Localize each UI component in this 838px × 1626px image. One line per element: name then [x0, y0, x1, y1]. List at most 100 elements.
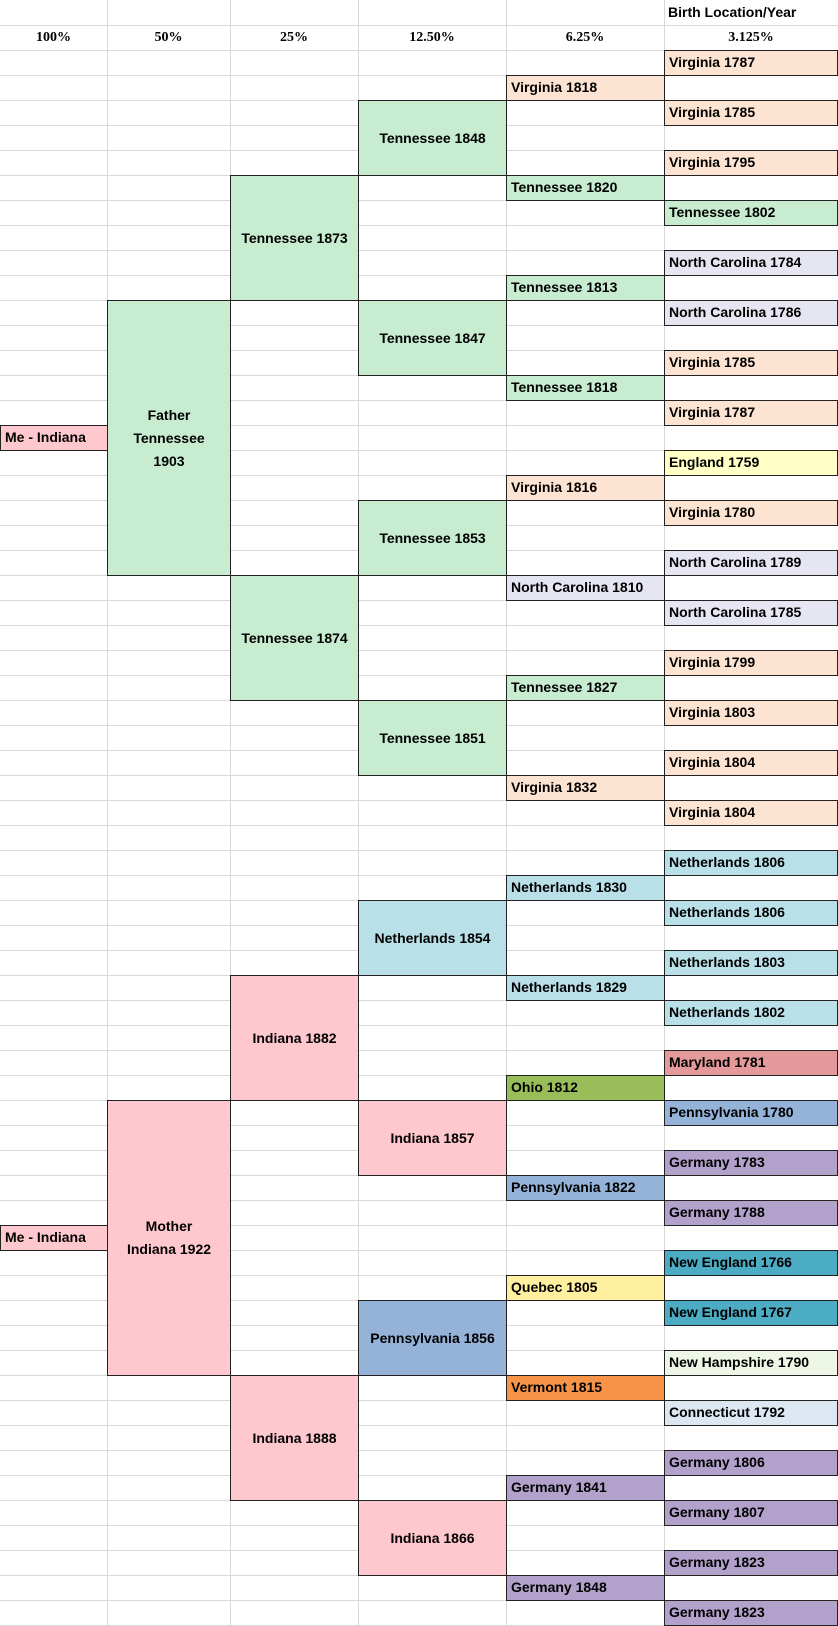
grid-row-line	[0, 1600, 838, 1601]
ancestor-gen6-cell: New England 1766	[664, 1250, 838, 1276]
grid-row-line	[0, 1225, 838, 1226]
grid-row-line	[0, 400, 838, 401]
grid-row-line	[0, 275, 838, 276]
ancestor-gen5-cell: Pennsylvania 1822	[506, 1175, 665, 1201]
grid-row-line	[0, 200, 838, 201]
ancestor-gen6-cell: Virginia 1795	[664, 150, 838, 176]
column-header-3-125: 3.125%	[728, 30, 774, 45]
ancestor-gen6-cell: Germany 1807	[664, 1500, 838, 1526]
ancestor-gen5-cell: Ohio 1812	[506, 1075, 665, 1101]
column-header-12-5: 12.50%	[409, 30, 455, 45]
grid-row-line	[0, 675, 838, 676]
ancestor-gen6-cell: Netherlands 1803	[664, 950, 838, 976]
grid-row-line	[0, 800, 838, 801]
great-grandparent-box: Pennsylvania 1856	[358, 1300, 507, 1376]
grid-row-line	[0, 850, 838, 851]
grandparent-box: Tennessee 1874	[230, 575, 359, 701]
grid-row-line	[0, 425, 838, 426]
ancestor-gen5-cell: Vermont 1815	[506, 1375, 665, 1401]
ancestor-gen5-cell: Virginia 1818	[506, 75, 665, 101]
ancestor-gen5-cell: Netherlands 1830	[506, 875, 665, 901]
grid-row-line	[0, 1475, 838, 1476]
ancestor-gen5-cell: Quebec 1805	[506, 1275, 665, 1301]
grid-row-line	[0, 450, 838, 451]
grid-row-line	[0, 1200, 838, 1201]
grid-row-line	[0, 75, 838, 76]
ancestor-gen6-cell: North Carolina 1785	[664, 600, 838, 626]
parent-father-box: Father Tennessee 1903	[107, 300, 231, 576]
grid-row-line	[0, 1000, 838, 1001]
grid-row-line	[0, 650, 838, 651]
grid-row-line	[0, 825, 838, 826]
grid-row-line	[0, 1250, 838, 1251]
great-grandparent-box: Tennessee 1853	[358, 500, 507, 576]
ancestor-gen6-cell: Germany 1783	[664, 1150, 838, 1176]
grid-row-line	[0, 1025, 838, 1026]
column-header-6-25: 6.25%	[565, 30, 605, 45]
self-cell-paternal: Me - Indiana	[0, 425, 108, 451]
ancestor-gen6-cell: Netherlands 1806	[664, 900, 838, 926]
birth-location-header: Birth Location/Year	[668, 4, 797, 20]
ancestor-gen6-cell: Germany 1823	[664, 1550, 838, 1576]
ancestor-gen5-cell: Virginia 1832	[506, 775, 665, 801]
column-header-100: 100%	[36, 30, 71, 45]
ancestor-gen6-cell: Netherlands 1806	[664, 850, 838, 876]
self-cell-maternal: Me - Indiana	[0, 1225, 108, 1251]
ancestor-gen6-cell: Tennessee 1802	[664, 200, 838, 226]
ancestor-gen5-cell: Virginia 1816	[506, 475, 665, 501]
ancestor-gen5-cell: Germany 1841	[506, 1475, 665, 1501]
grid-row-line	[0, 1400, 838, 1401]
ancestor-gen6-cell: Virginia 1787	[664, 50, 838, 76]
great-grandparent-box: Tennessee 1847	[358, 300, 507, 376]
grid-row-line	[0, 250, 838, 251]
grid-row-line	[0, 625, 838, 626]
parent-mother-box: Mother Indiana 1922	[107, 1100, 231, 1376]
grid-row-line	[0, 50, 838, 51]
ancestor-gen6-cell: Virginia 1803	[664, 700, 838, 726]
grid-row-line	[0, 1450, 838, 1451]
ancestor-gen6-cell: Germany 1823	[664, 1600, 838, 1626]
great-grandparent-box: Tennessee 1851	[358, 700, 507, 776]
grandparent-box: Tennessee 1873	[230, 175, 359, 301]
ancestor-gen5-cell: Germany 1848	[506, 1575, 665, 1601]
grid-column-line	[107, 0, 108, 1626]
ancestor-gen6-cell: New Hampshire 1790	[664, 1350, 838, 1376]
column-header-25: 25%	[280, 30, 308, 45]
ancestor-gen6-cell: Virginia 1780	[664, 500, 838, 526]
ancestor-gen6-cell: Germany 1806	[664, 1450, 838, 1476]
grid-row-line	[0, 875, 838, 876]
ancestor-gen6-cell: Virginia 1804	[664, 750, 838, 776]
grid-column-line	[506, 0, 507, 1626]
ancestor-gen6-cell: Virginia 1785	[664, 100, 838, 126]
grandparent-box: Indiana 1888	[230, 1375, 359, 1501]
grid-row-line	[0, 25, 838, 26]
grid-column-line	[358, 0, 359, 1626]
grid-row-line	[0, 1425, 838, 1426]
ancestor-gen6-cell: Virginia 1804	[664, 800, 838, 826]
great-grandparent-box: Netherlands 1854	[358, 900, 507, 976]
great-grandparent-box: Tennessee 1848	[358, 100, 507, 176]
ancestor-gen5-cell: Tennessee 1827	[506, 675, 665, 701]
ancestor-gen6-cell: England 1759	[664, 450, 838, 476]
father-label: Father Tennessee 1903	[133, 406, 205, 469]
mother-label: Mother Indiana 1922	[126, 1218, 212, 1257]
ancestor-gen5-cell: Tennessee 1820	[506, 175, 665, 201]
column-header-50: 50%	[154, 30, 183, 45]
ancestor-gen6-cell: North Carolina 1784	[664, 250, 838, 276]
great-grandparent-box: Indiana 1857	[358, 1100, 507, 1176]
ancestor-gen6-cell: Virginia 1785	[664, 350, 838, 376]
grid-column-line	[230, 0, 231, 1626]
ancestor-gen5-cell: Netherlands 1829	[506, 975, 665, 1001]
grandparent-box: Indiana 1882	[230, 975, 359, 1101]
grid-row-line	[0, 225, 838, 226]
ancestor-gen5-cell: Tennessee 1813	[506, 275, 665, 301]
ancestor-gen6-cell: Germany 1788	[664, 1200, 838, 1226]
grid-row-line	[0, 600, 838, 601]
ancestor-gen6-cell: Netherlands 1802	[664, 1000, 838, 1026]
ancestor-gen6-cell: Pennsylvania 1780	[664, 1100, 838, 1126]
ancestor-gen5-cell: North Carolina 1810	[506, 575, 665, 601]
ancestor-gen6-cell: Virginia 1787	[664, 400, 838, 426]
ancestor-gen6-cell: North Carolina 1789	[664, 550, 838, 576]
grid-row-line	[0, 1050, 838, 1051]
